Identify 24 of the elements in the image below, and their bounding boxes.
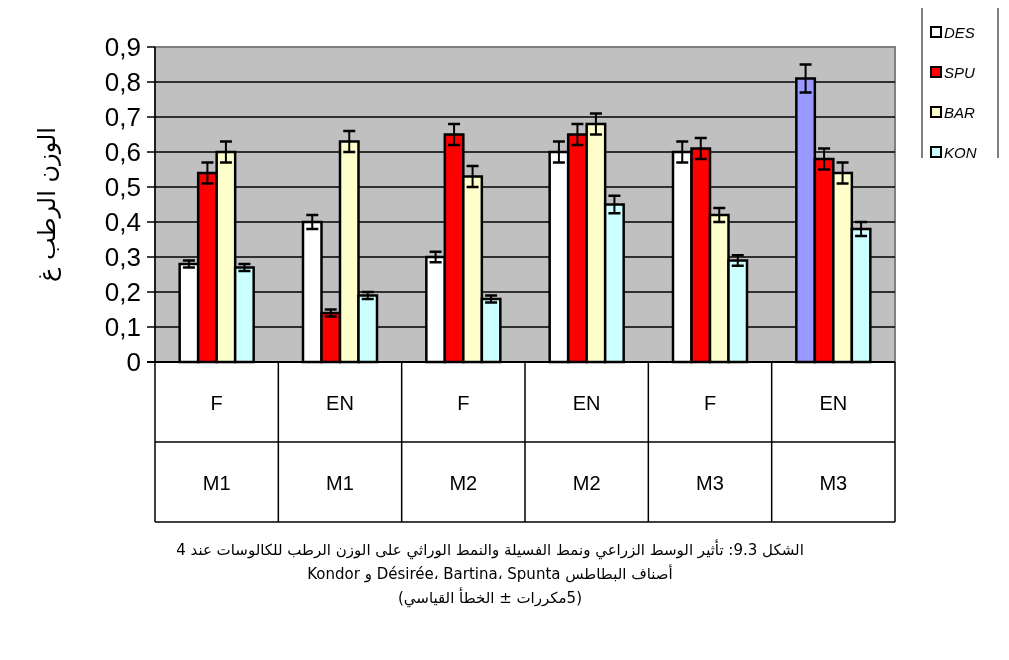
y-axis-title: الوزن الرطب غ — [33, 126, 61, 283]
category-label: EN M3 — [819, 392, 848, 494]
y-tick-label: 0,4 — [104, 207, 141, 237]
text: أصناف البطاطس Désirée، Bartina، Spunta و Kondor — [307, 564, 673, 583]
y-tick-label: 0,9 — [104, 32, 141, 62]
text: (5مكررات ± الخطأ القياسي) — [397, 587, 583, 608]
category-label: EN M1 — [326, 392, 354, 494]
y-tick-label: 0,3 — [104, 242, 141, 272]
y-tick-label: 0,5 — [104, 172, 141, 202]
legend-label: BAR — [944, 104, 976, 121]
y-tick-label: 0,7 — [104, 102, 141, 132]
legend-label: DES — [944, 24, 975, 41]
legend-label: SPU — [944, 64, 976, 81]
y-tick-label: 0,2 — [104, 277, 141, 307]
category-label: F M1 — [202, 392, 231, 494]
y-tick-label: 0,8 — [104, 67, 141, 97]
category-label: EN M2 — [572, 392, 601, 494]
legend-label: KON — [944, 144, 977, 161]
category-label: F M3 — [696, 392, 724, 494]
category-label: F M2 — [449, 392, 478, 494]
text: الشكل 9.3: تأثير الوسط الزراعي ونمط الفسيلة والنمط الوراثي على الوزن الرطب للكالوسات عند 4 — [176, 539, 804, 560]
y-tick-label: 0 — [126, 347, 141, 377]
y-tick-label: 0,1 — [104, 312, 141, 342]
y-tick-label: 0,6 — [104, 137, 141, 167]
